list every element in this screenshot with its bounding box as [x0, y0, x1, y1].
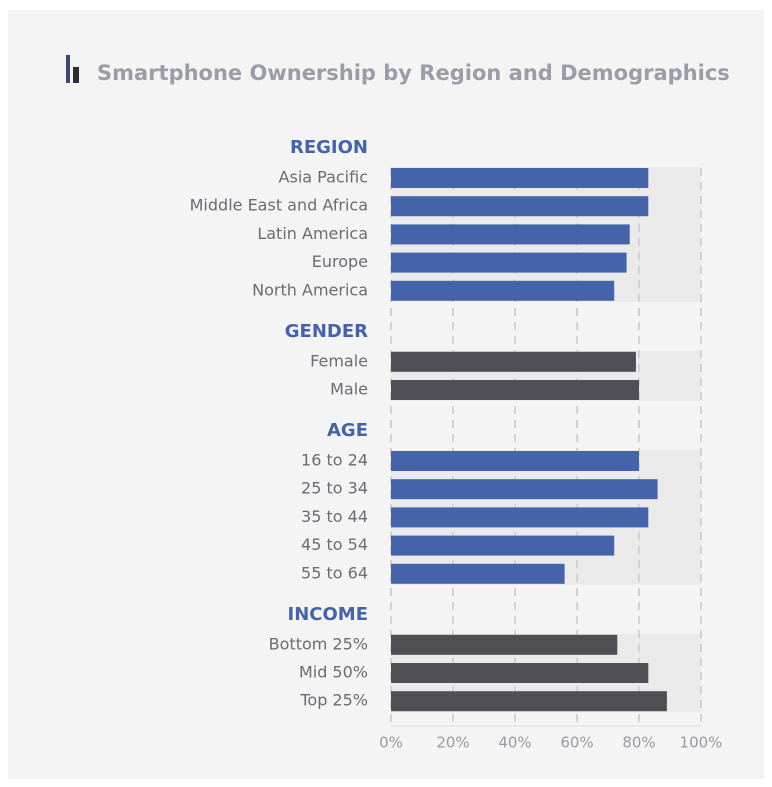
category-label: Bottom 25%	[269, 634, 368, 653]
category-label: 16 to 24	[301, 451, 368, 470]
bar	[391, 196, 649, 217]
bar	[391, 351, 636, 372]
chart-title: Smartphone Ownership by Region and Demog…	[97, 61, 730, 85]
icon	[66, 55, 70, 83]
category-label: 55 to 64	[301, 563, 368, 582]
bar	[391, 663, 649, 683]
group-header: REGION	[290, 137, 368, 158]
bar	[391, 691, 667, 712]
bar	[391, 507, 649, 528]
category-label: Female	[310, 351, 368, 370]
group-header: INCOME	[288, 604, 368, 625]
category-label: Latin America	[257, 224, 368, 243]
bar	[391, 224, 630, 245]
x-tick-label: 100%	[680, 734, 723, 752]
category-label: Middle East and Africa	[190, 196, 368, 215]
category-label: Top 25%	[299, 691, 368, 710]
category-label: Male	[330, 380, 368, 399]
group-header: AGE	[327, 420, 368, 441]
group-header: GENDER	[285, 321, 368, 342]
category-label: 45 to 54	[301, 535, 368, 554]
x-tick-label: 80%	[622, 734, 655, 752]
bar	[391, 634, 618, 655]
category-label: 25 to 34	[301, 479, 368, 498]
category-label: Mid 50%	[299, 663, 368, 682]
category-label: Asia Pacific	[279, 168, 368, 187]
bar	[391, 168, 649, 188]
x-tick-label: 40%	[498, 734, 531, 752]
bar	[391, 451, 639, 471]
bar	[391, 252, 627, 273]
x-tick-label: 60%	[560, 734, 593, 752]
bar	[391, 563, 565, 584]
bar	[391, 280, 615, 301]
bar	[391, 535, 615, 556]
icon	[73, 67, 79, 83]
bar	[391, 380, 639, 400]
category-label: 35 to 44	[301, 507, 368, 526]
x-tick-label: 20%	[436, 734, 469, 752]
category-label: Europe	[312, 252, 368, 271]
bar	[391, 479, 658, 500]
x-tick-label: 0%	[379, 734, 403, 752]
category-label: North America	[252, 280, 368, 299]
